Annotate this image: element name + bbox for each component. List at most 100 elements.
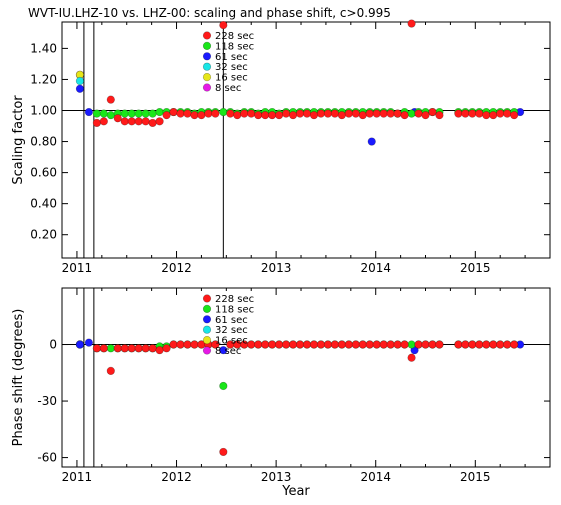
data-point-61-sec [84,107,93,117]
data-point-228-sec [226,109,235,118]
data-point-228-sec [421,340,430,349]
data-point-118-sec [134,109,143,118]
data-point-228-sec [309,111,319,120]
data-point-61-sec [75,340,85,349]
x-tick-label: 2011 [62,470,93,484]
data-point-228-sec [261,111,270,120]
data-point-228-sec [197,111,206,120]
data-point-228-sec [316,109,326,118]
data-point-228-sec [99,117,108,126]
data-point-228-sec [337,340,346,349]
data-point-228-sec [106,95,115,104]
data-point-228-sec [323,109,333,118]
data-point-228-sec [503,109,512,118]
data-point-118-sec [219,107,228,117]
legend-marker [202,346,212,355]
y-tick-label: 0.20 [30,228,57,242]
y-tick-label: 1.40 [30,41,57,55]
data-point-32-sec [75,76,85,86]
data-point-228-sec [309,340,319,349]
data-point-228-sec [407,19,416,28]
data-point-228-sec [351,109,360,118]
data-point-228-sec [428,107,437,117]
data-point-118-sec [407,340,416,349]
legend-label: 61 sec [215,52,248,63]
data-point-118-sec [141,109,150,118]
data-point-228-sec [475,109,484,118]
data-point-228-sec [503,340,512,349]
data-point-228-sec [428,340,437,349]
data-point-228-sec [190,340,199,349]
data-point-228-sec [489,340,498,349]
y-tick-label: 0.80 [30,135,57,149]
data-point-228-sec [148,118,157,128]
data-point-228-sec [496,109,505,118]
data-point-228-sec [99,344,108,353]
data-point-228-sec [288,111,298,120]
data-point-228-sec [247,109,256,118]
data-point-228-sec [475,340,484,349]
legend-marker [202,336,212,345]
data-point-228-sec [127,117,136,126]
data-point-228-sec [113,344,122,353]
data-point-228-sec [127,344,136,353]
data-point-228-sec [386,109,395,118]
data-point-228-sec [134,117,143,126]
legend-label: 228 sec [215,31,254,42]
data-point-118-sec [407,109,416,118]
plot-frame [61,287,551,468]
data-point-228-sec [393,109,402,118]
data-point-228-sec [435,111,444,120]
data-point-118-sec [219,381,228,391]
data-point-228-sec [268,340,277,349]
data-point-228-sec [295,109,305,118]
legend-marker [202,325,212,334]
page-title: WVT-IU.LHZ-10 vs. LHZ-00: scaling and ph… [28,6,391,20]
x-tick-label: 2011 [62,261,93,275]
legend-label: 8 sec [215,346,241,357]
data-point-228-sec [141,117,150,126]
data-point-228-sec [393,340,402,349]
data-point-228-sec [295,340,305,349]
data-point-228-sec [365,340,374,349]
data-point-228-sec [254,340,263,349]
data-point-228-sec [351,340,360,349]
data-point-228-sec [358,340,367,349]
data-point-228-sec [261,340,270,349]
data-point-228-sec [414,340,423,349]
data-point-228-sec [219,447,228,457]
data-point-228-sec [482,340,491,349]
data-point-228-sec [288,340,298,349]
data-point-228-sec [435,340,444,349]
legend-label: 32 sec [215,62,248,73]
data-point-228-sec [169,107,178,117]
x-tick-label: 2014 [360,470,391,484]
legend-label: 118 sec [215,304,254,315]
data-point-228-sec [379,109,388,118]
data-point-228-sec [204,109,213,118]
data-point-228-sec [344,109,353,118]
data-point-228-sec [183,340,192,349]
data-point-118-sec [106,344,115,353]
data-point-118-sec [106,111,115,120]
data-point-228-sec [148,344,157,353]
data-point-228-sec [92,118,101,128]
data-point-228-sec [316,340,326,349]
data-point-228-sec [240,109,249,118]
legend-label: 16 sec [215,73,248,84]
data-point-61-sec [367,137,376,146]
data-point-228-sec [482,111,491,120]
data-point-228-sec [155,346,164,355]
legend-marker [202,304,212,314]
data-point-228-sec [134,344,143,353]
data-point-228-sec [176,340,185,349]
x-tick-label: 2013 [261,470,292,484]
data-point-228-sec [155,117,164,126]
data-point-118-sec [155,107,164,117]
data-point-228-sec [461,340,470,349]
data-point-61-sec [84,338,93,347]
x-tick-label: 2013 [261,261,292,275]
data-point-228-sec [183,109,192,118]
data-point-228-sec [386,340,395,349]
